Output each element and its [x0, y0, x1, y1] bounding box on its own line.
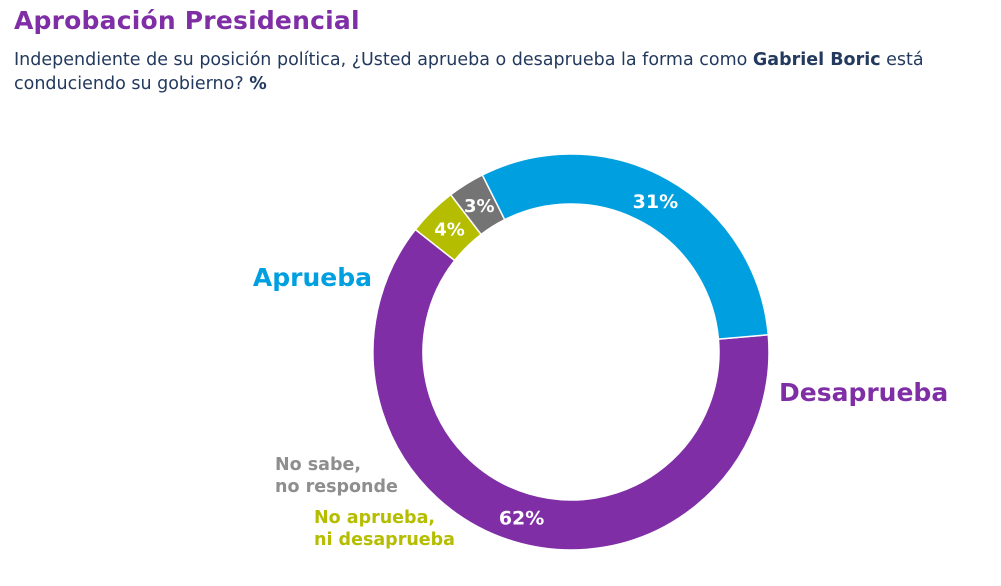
slice-aprueba [481, 153, 770, 340]
category-label-line: no responde [275, 477, 398, 497]
category-label-no-aprueba-ni-desaprueba: No aprueba, ni desaprueba [314, 508, 455, 550]
subtitle-text-1: Independiente de su posición política, ¿… [14, 50, 753, 70]
slice-desaprueba [372, 228, 770, 551]
value-label-aprueba: 31% [633, 191, 678, 213]
category-label-line: No aprueba, [314, 508, 435, 528]
value-label-no-aprueba-ni-desaprueba: 4% [434, 219, 465, 240]
category-label-line: ni desaprueba [314, 530, 455, 550]
subtitle-name: Gabriel Boric [752, 50, 881, 70]
value-label-desaprueba: 62% [499, 508, 544, 530]
category-label-aprueba: Aprueba [253, 263, 372, 292]
subtitle-unit: % [249, 74, 267, 94]
subtitle-text-2: está conduciendo su gobierno? [14, 50, 924, 94]
category-label-line: No sabe, [275, 455, 361, 475]
chart-title: Aprobación Presidencial [14, 6, 360, 35]
category-label-line: Aprueba [253, 263, 372, 292]
value-label-no-sabe-no-responde: 3% [464, 196, 495, 217]
category-label-no-sabe-no-responde: No sabe, no responde [275, 455, 398, 497]
chart-subtitle: Independiente de su posición política, ¿… [14, 48, 974, 96]
category-label-desaprueba: Desaprueba [779, 378, 948, 407]
category-label-line: Desaprueba [779, 378, 948, 407]
